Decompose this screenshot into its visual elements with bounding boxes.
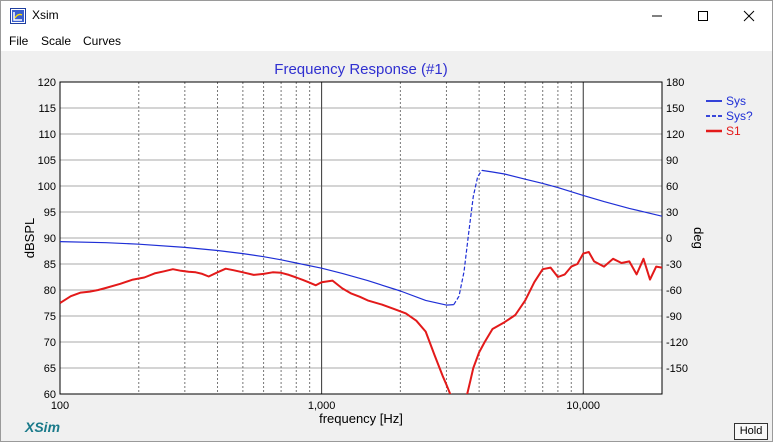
legend-label: S1 [726,124,741,138]
y2-tick-label: 180 [666,77,684,89]
y-tick-label: 75 [44,311,56,323]
legend-label: Sys [726,94,746,108]
x-tick-label: 100 [51,400,69,412]
y-tick-label: 70 [44,337,56,349]
close-button[interactable] [726,1,772,31]
y2-tick-label: 90 [666,155,678,167]
y2-tick-label: -150 [666,363,688,375]
minimize-button[interactable] [634,1,680,31]
app-icon [10,8,26,24]
x-tick-label: 10,000 [566,400,600,412]
y-tick-label: 120 [38,77,56,89]
minimize-icon [652,15,662,17]
y2-tick-label: 0 [666,233,672,245]
menu-scale[interactable]: Scale [41,34,72,48]
maximize-icon [698,11,708,21]
y-tick-label: 105 [38,155,56,167]
y-tick-label: 90 [44,233,56,245]
y-tick-label: 60 [44,389,56,401]
y2-tick-label: -60 [666,285,682,297]
title-bar[interactable]: Xsim [1,1,772,31]
brand-label: XSim [24,419,60,435]
legend-label: Sys? [726,109,753,123]
x-axis-label: frequency [Hz] [319,411,403,426]
menu-curves[interactable]: Curves [83,34,122,48]
chart-title: Frequency Response (#1) [274,61,447,78]
series-line-sys-0 [60,241,454,306]
y2-tick-label: -30 [666,259,682,271]
frequency-response-chart: 60 65 70 75 80 85 90 95 100 105 110 115 120 -150 -120 -… [22,61,753,435]
series-line-s1-3 [60,251,662,394]
y2-tick-label: 60 [666,181,678,193]
close-icon [743,10,755,22]
y-tick-label: 100 [38,181,56,193]
y-tick-label: 115 [38,103,56,115]
series-line-sys-2 [481,169,662,217]
y2-tick-label: 120 [666,129,684,141]
y-axis-label: dBSPL [22,218,37,258]
y-tick-label: 110 [38,129,56,141]
y2-tick-label: 30 [666,207,678,219]
hold-button[interactable]: Hold [734,423,768,440]
y-tick-label: 85 [44,259,56,271]
y2-tick-label: -90 [666,311,682,323]
menu-bar: File Scale Curves [1,31,772,51]
y2-tick-label: 150 [666,103,684,115]
x-tick-label: 1,000 [308,400,336,412]
menu-file[interactable]: File [9,34,29,48]
y-tick-label: 65 [44,363,56,375]
plot-area: 60 65 70 75 80 85 90 95 100 105 110 115 120 -150 -120 -… [1,51,772,441]
series-line-sys-1 [453,170,483,305]
y-tick-label: 80 [44,285,56,297]
window-title: Xsim [32,8,59,22]
maximize-button[interactable] [680,1,726,31]
y-tick-label: 95 [44,207,56,219]
y2-axis-label: deg [691,227,706,249]
y2-tick-label: -120 [666,337,688,349]
plot-frame [59,81,663,395]
